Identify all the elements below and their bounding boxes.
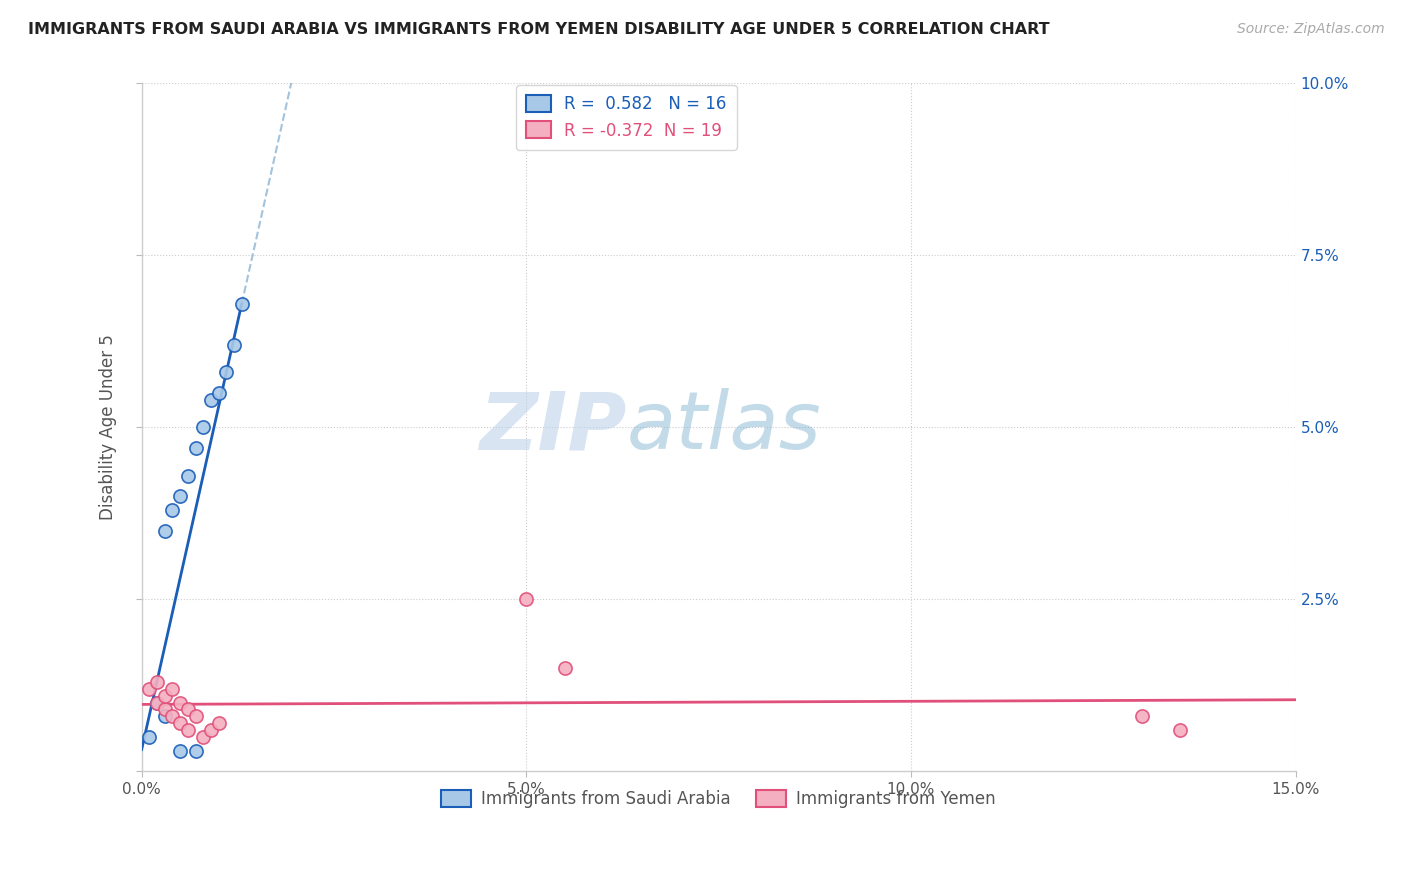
Point [153,689,176,703]
Point [146,696,169,710]
Point [162,503,184,517]
Point [153,702,176,716]
Point [169,696,191,710]
Point [146,696,169,710]
Point [177,468,200,483]
Point [153,709,176,723]
Point [200,723,222,738]
Point [193,730,215,744]
Point [177,723,200,738]
Text: IMMIGRANTS FROM SAUDI ARABIA VS IMMIGRANTS FROM YEMEN DISABILITY AGE UNDER 5 COR: IMMIGRANTS FROM SAUDI ARABIA VS IMMIGRAN… [28,22,1050,37]
Point [169,489,191,503]
Point [200,392,222,407]
Point [222,338,245,352]
Point [184,709,207,723]
Text: Source: ZipAtlas.com: Source: ZipAtlas.com [1237,22,1385,37]
Point [138,730,160,744]
Text: atlas: atlas [626,388,821,467]
Text: ZIP: ZIP [479,388,626,467]
Point [184,744,207,758]
Point [162,709,184,723]
Point [184,441,207,455]
Point [554,661,576,675]
Point [215,365,238,379]
Point [193,420,215,434]
Point [231,296,253,310]
Point [207,716,229,731]
Legend: Immigrants from Saudi Arabia, Immigrants from Yemen: Immigrants from Saudi Arabia, Immigrants… [434,783,1002,814]
Point [169,744,191,758]
Point [138,681,160,696]
Point [169,716,191,731]
Point [207,386,229,401]
Point [177,702,200,716]
Point [162,681,184,696]
Y-axis label: Disability Age Under 5: Disability Age Under 5 [100,334,117,520]
Point [1130,709,1153,723]
Point [153,524,176,538]
Point [515,592,537,607]
Point [146,675,169,690]
Point [1168,723,1191,738]
